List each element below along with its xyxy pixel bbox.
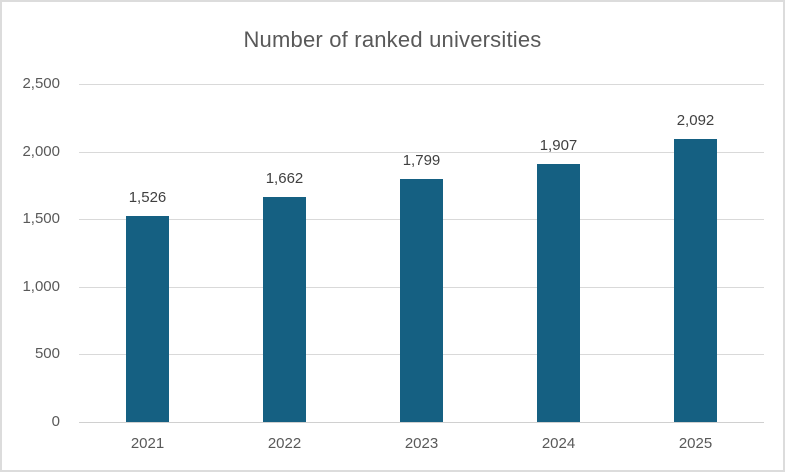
y-tick-label-0: 0 <box>51 413 60 430</box>
bar-2024[interactable] <box>537 164 580 422</box>
data-label-2024: 1,907 <box>539 137 578 155</box>
data-label-2025: 2,092 <box>676 112 715 130</box>
chart-title: Number of ranked universities <box>243 27 542 52</box>
data-label-2022: 1,662 <box>265 170 304 188</box>
bar-2021[interactable] <box>126 215 169 422</box>
bar-2023[interactable] <box>400 178 443 422</box>
y-tick-label-500: 500 <box>34 345 60 363</box>
x-tick-label-2021: 2021 <box>130 435 165 452</box>
data-label-2023: 1,799 <box>402 151 441 169</box>
x-tick-label-2024: 2024 <box>541 435 576 452</box>
x-axis-line <box>79 422 764 423</box>
data-label-2021: 1,526 <box>128 188 167 206</box>
gridline-2,500 <box>79 84 764 85</box>
x-tick-label-2022: 2022 <box>267 435 302 452</box>
bar-2025[interactable] <box>674 139 717 422</box>
plot-area: 1,526 1,662 1,799 1,907 2,092 <box>79 84 764 423</box>
bar-2022[interactable] <box>263 197 306 422</box>
y-tick-label-2,000: 2,000 <box>22 142 60 160</box>
gridline-2,000 <box>79 151 764 153</box>
x-tick-label-2023: 2023 <box>404 435 439 452</box>
x-tick-label-2025: 2025 <box>678 435 713 452</box>
y-tick-label-1,000: 1,000 <box>22 277 60 295</box>
y-tick-label-1,500: 1,500 <box>22 210 60 228</box>
y-tick-label-2,500: 2,500 <box>22 75 60 92</box>
